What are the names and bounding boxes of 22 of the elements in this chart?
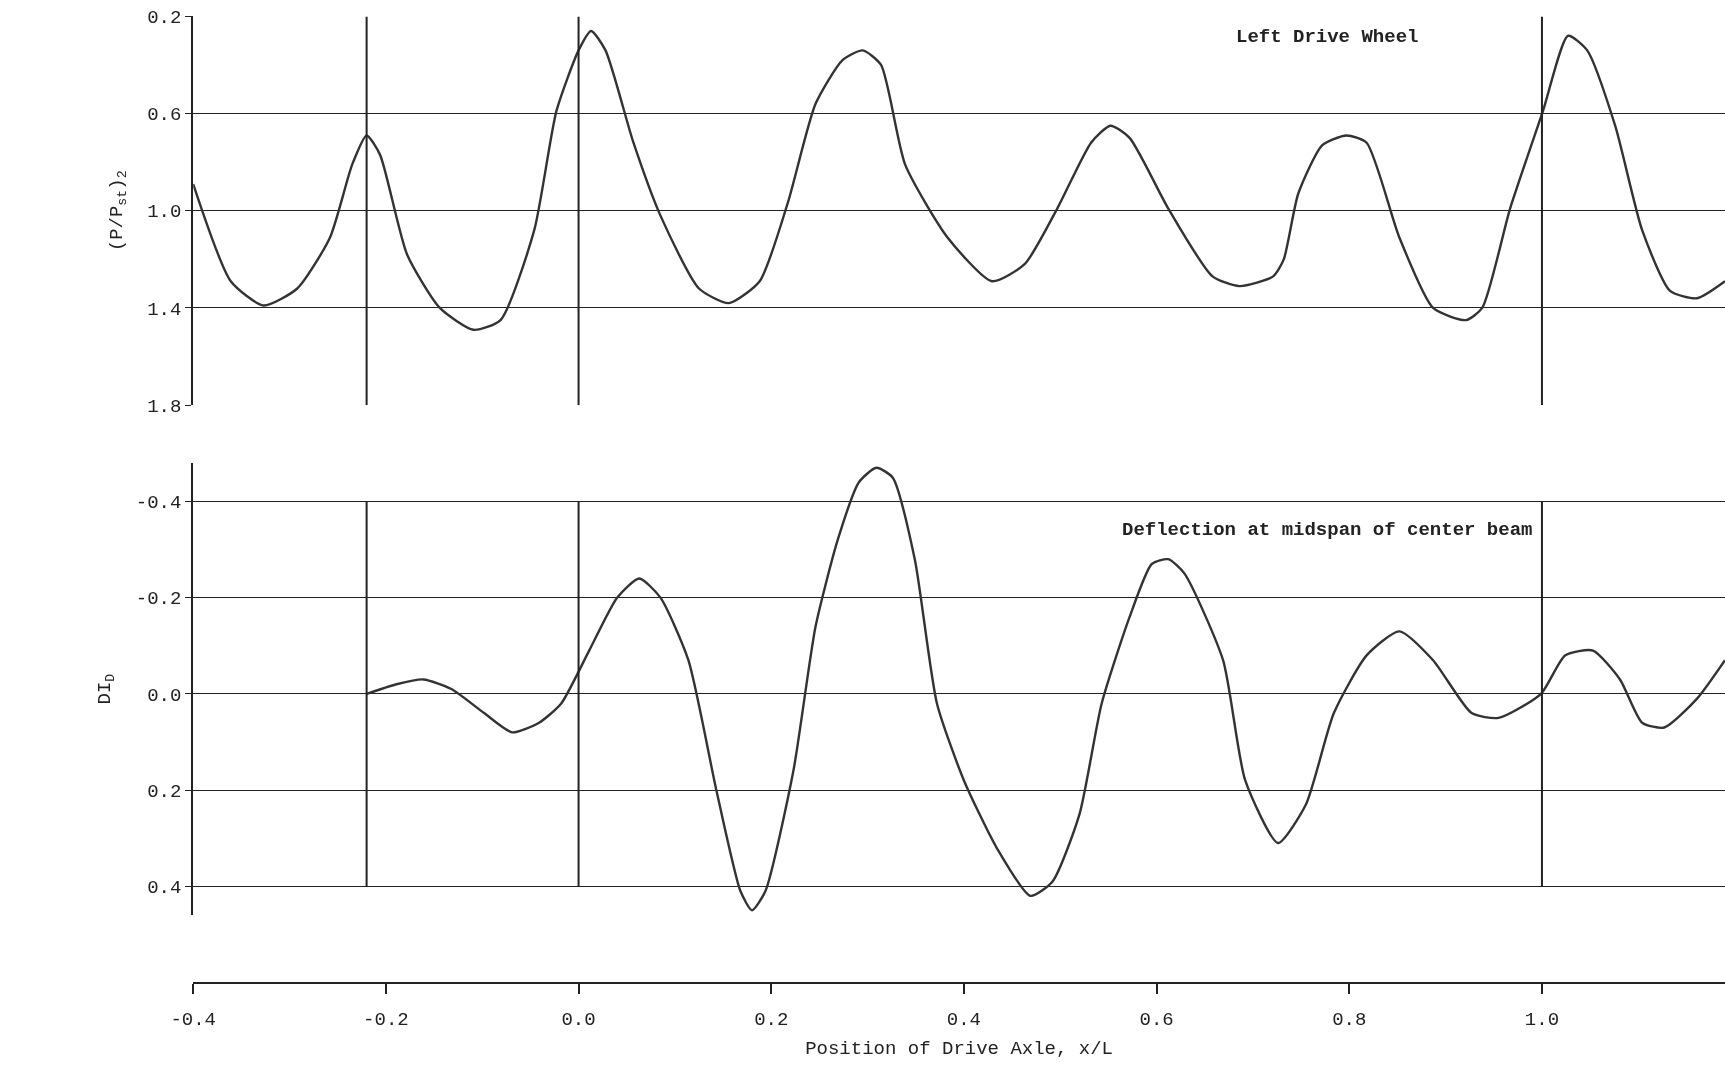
y-tick-label: 1.0	[147, 201, 182, 224]
x-tick-label: 0.0	[561, 1008, 596, 1031]
x-tick-label: 0.8	[1332, 1008, 1367, 1031]
x-tick-label: 0.4	[946, 1008, 982, 1031]
y-tick-label: 0.4	[147, 876, 182, 899]
annotation: Deflection at midspan of center beam	[1122, 519, 1533, 541]
y-tick-label: 0.6	[147, 104, 182, 127]
x-axis-title: Position of Drive Axle, x/L	[805, 1037, 1114, 1060]
y-tick-label: 0.0	[147, 684, 182, 707]
x-tick-label: 0.2	[754, 1008, 789, 1031]
annotation: Left Drive Wheel	[1236, 26, 1419, 48]
y-tick-label: 1.4	[147, 298, 182, 321]
x-tick-label: 0.6	[1139, 1008, 1174, 1031]
y-tick-label: 0.2	[147, 7, 182, 30]
line-series	[365, 466, 1725, 912]
y-tick-label: -0.4	[135, 492, 182, 515]
y-tick-label: 1.8	[147, 395, 182, 418]
y-tick-label: 0.2	[147, 780, 182, 803]
x-tick-label: 1.0	[1524, 1008, 1560, 1031]
y-tick-label: -0.2	[135, 588, 182, 611]
x-tick-label: -0.2	[363, 1008, 409, 1031]
x-tick-label: -0.4	[170, 1008, 216, 1031]
